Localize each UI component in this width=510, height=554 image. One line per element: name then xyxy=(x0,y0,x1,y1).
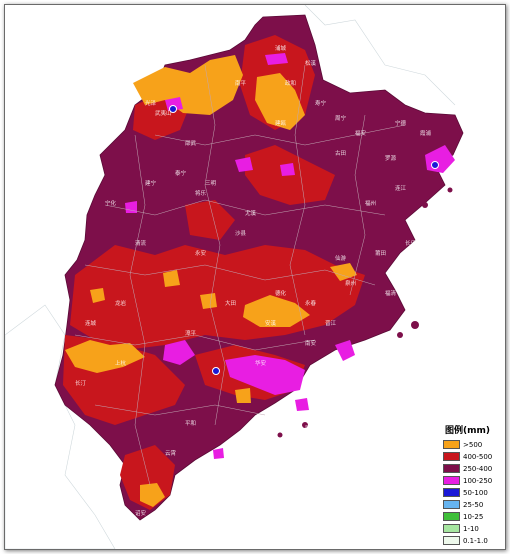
legend-item: 10-25 xyxy=(443,511,501,522)
legend-label: 25-50 xyxy=(463,500,484,509)
county-boundaries xyxy=(74,64,406,486)
place-label: 建瓯 xyxy=(275,119,287,127)
place-label: 龙岩 xyxy=(115,299,127,307)
place-label: 南安 xyxy=(305,339,317,347)
map-legend: 图例(mm) >500 400-500 250-400 100-250 50-100 25… xyxy=(443,423,501,547)
legend-swatch xyxy=(443,524,460,533)
place-label: 周宁 xyxy=(335,114,347,122)
legend-label: 400-500 xyxy=(463,452,493,461)
place-label: 光泽 xyxy=(145,99,157,107)
place-label: 清流 xyxy=(135,239,147,247)
place-label: 将乐 xyxy=(195,189,207,197)
place-label: 霞浦 xyxy=(420,129,432,137)
legend-label: 250-400 xyxy=(463,464,493,473)
place-label: 长汀 xyxy=(75,379,87,387)
place-label: 南平 xyxy=(235,79,247,87)
place-label: 政和 xyxy=(285,79,296,87)
neighbor-province-outline xyxy=(5,304,116,549)
place-label: 泰武 xyxy=(315,395,327,403)
legend-swatch xyxy=(443,464,460,473)
legend-title: 图例(mm) xyxy=(445,426,490,436)
legend-swatch xyxy=(443,500,460,509)
place-label: 沙县 xyxy=(235,230,247,237)
legend-label: >500 xyxy=(463,440,483,449)
place-label: 古田 xyxy=(335,149,346,157)
legend-swatch xyxy=(443,512,460,521)
place-label: 泉州 xyxy=(345,279,356,287)
place-label: 平和 xyxy=(185,419,196,427)
place-label: 尤溪 xyxy=(245,209,257,217)
place-label: 福清 xyxy=(385,289,397,297)
place-label: 建宁 xyxy=(145,179,157,187)
legend-item: 250-400 xyxy=(443,463,501,474)
place-label: 东山 xyxy=(205,479,216,487)
place-label: 大田 xyxy=(225,299,236,307)
place-label: 诏安 xyxy=(135,509,147,517)
legend-swatch xyxy=(443,476,460,485)
place-label: 厦门 xyxy=(305,424,316,432)
place-label: 漳州 xyxy=(245,429,256,437)
map-frame: 泰武 福州厦门 泉州漳州 龙岩 三明 南平宁德莆田 武夷山建瓯古田尤溪永安长汀 上杭 漳平华安平… xyxy=(4,4,506,550)
place-label: 德化 xyxy=(275,289,287,297)
place-label: 宁德 xyxy=(395,119,407,127)
place-label: 邵武 xyxy=(185,139,197,147)
place-label: 莆田 xyxy=(375,249,386,257)
place-label: 永春 xyxy=(305,299,317,307)
legend-label: 50-100 xyxy=(463,488,488,497)
legend-label: 1-10 xyxy=(463,524,479,533)
legend-label: 10-25 xyxy=(463,512,484,521)
legend-label: 100-250 xyxy=(463,476,493,485)
place-label: 连江 xyxy=(395,184,407,192)
neighbor-boundary-line xyxy=(304,5,456,106)
place-label: 漳平 xyxy=(185,329,197,337)
legend-items: >500 400-500 250-400 100-250 50-100 25-50 10-2… xyxy=(443,439,501,546)
place-label: 上杭 xyxy=(115,359,127,367)
legend-item: 100-250 xyxy=(443,475,501,486)
coastal-islands xyxy=(277,187,453,438)
legend-item: 400-500 xyxy=(443,451,501,462)
legend-item: 25-50 xyxy=(443,499,501,510)
place-label: 仙游 xyxy=(335,254,347,262)
place-label: 松溪 xyxy=(305,59,317,67)
place-label: 福州 xyxy=(365,199,376,207)
rainfall-50-100-spots xyxy=(169,105,439,375)
place-label: 连城 xyxy=(85,319,97,327)
legend-item: 50-100 xyxy=(443,487,501,498)
place-label: 云霄 xyxy=(165,450,177,457)
place-label: 罗源 xyxy=(385,154,397,162)
place-label: 寿宁 xyxy=(315,99,327,107)
legend-item: 1-10 xyxy=(443,523,501,534)
place-label: 宁化 xyxy=(105,199,117,207)
legend-swatch xyxy=(443,452,460,461)
place-label: 泰宁 xyxy=(175,169,187,177)
legend-item: >500 xyxy=(443,439,501,450)
place-label: 浦城 xyxy=(275,44,287,52)
legend-swatch xyxy=(443,440,460,449)
place-label: 长乐 xyxy=(405,239,417,247)
place-label: 安溪 xyxy=(265,319,277,327)
legend-swatch xyxy=(443,488,460,497)
place-label: 晋江 xyxy=(325,320,337,327)
place-label: 三明 xyxy=(205,180,217,187)
rainfall-over-500-regions xyxy=(65,55,357,507)
place-label: 福安 xyxy=(355,129,367,137)
legend-item: 0.1-1.0 xyxy=(443,535,501,546)
place-label: 武夷山 xyxy=(155,109,172,117)
legend-label: 0.1-1.0 xyxy=(463,536,488,545)
place-label: 永安 xyxy=(195,249,207,257)
place-label: 华安 xyxy=(255,359,267,367)
legend-swatch xyxy=(443,536,460,545)
